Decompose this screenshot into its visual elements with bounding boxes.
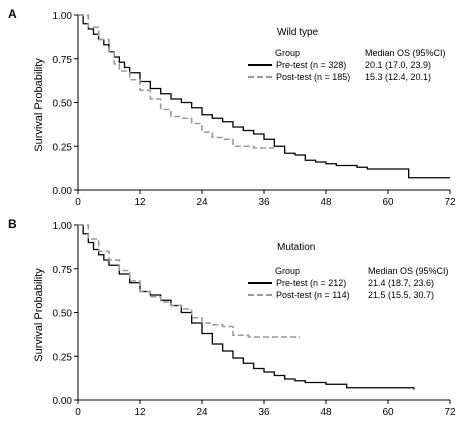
x-tick-label: 24: [196, 407, 208, 418]
y-tick-label: 0.75: [53, 55, 73, 66]
panel-a-y-ticks: 0.00 0.25 0.50 0.75 1.00: [53, 11, 78, 197]
panel-b-ylabel: Survival Probability: [33, 268, 45, 362]
series-line-post-test: [78, 224, 301, 338]
panel-a-ylabel: Survival Probability: [33, 58, 45, 152]
panel-a-legend-pre-median: 20.1 (17.0, 23.9): [365, 60, 431, 70]
panel-b-legend: Group Median OS (95%CI) Pre-test (n = 21…: [248, 266, 449, 300]
panel-a-legend-post-name: Post-test (n = 185): [276, 72, 350, 82]
panel-a-legend-pre-name: Pre-test (n = 328): [276, 60, 346, 70]
panel-b-legend-pre-name: Pre-test (n = 212): [276, 278, 346, 288]
x-tick-label: 24: [196, 197, 208, 208]
panel-a-legend-group-header: Group: [275, 48, 300, 58]
panel-a: A Survival Probability 0 12 24 36 48 60 72 0.0…: [8, 7, 456, 208]
series-line-post-test: [78, 14, 275, 149]
x-tick-label: 36: [258, 407, 270, 418]
y-tick-label: 0.25: [53, 142, 73, 153]
y-tick-label: 0.25: [53, 352, 73, 363]
x-tick-label: 0: [75, 197, 81, 208]
panel-b-legend-post-name: Post-test (n = 114): [276, 290, 350, 300]
panel-b-x-ticks: 0 12 24 36 48 60 72: [75, 400, 456, 418]
panel-b-y-ticks: 0.00 0.25 0.50 0.75 1.00: [53, 221, 78, 407]
panel-b-label: B: [8, 217, 17, 231]
panel-a-curves: [78, 14, 450, 179]
panel-b-legend-pre-median: 21.4 (18.7, 23.6): [368, 278, 434, 288]
y-tick-label: 0.75: [53, 265, 73, 276]
panel-b: B Survival Probability 0 12 24 36 48 60 72 0.0…: [8, 217, 456, 418]
panel-b-legend-group-header: Group: [275, 266, 300, 276]
x-tick-label: 36: [258, 197, 270, 208]
panel-b-plot: 0 12 24 36 48 60 72 0.00 0.25 0.50 0.75 1.00: [53, 221, 456, 418]
y-tick-label: 0.50: [53, 99, 73, 110]
x-tick-label: 60: [382, 407, 394, 418]
panel-a-x-ticks: 0 12 24 36 48 60 72: [75, 190, 456, 208]
panel-b-legend-post-median: 21.5 (15.5, 30.7): [368, 290, 434, 300]
panel-b-legend-stat-header: Median OS (95%CI): [368, 266, 449, 276]
y-tick-label: 0.00: [53, 396, 73, 407]
x-tick-label: 48: [320, 197, 332, 208]
panel-a-title: Wild type: [277, 27, 319, 38]
panel-a-legend: Group Median OS (95%CI) Pre-test (n = 32…: [248, 48, 446, 82]
x-tick-label: 60: [382, 197, 394, 208]
x-tick-label: 48: [320, 407, 332, 418]
panel-b-curves: [78, 224, 415, 390]
x-tick-label: 72: [444, 407, 456, 418]
series-line-pre-test: [78, 224, 415, 390]
x-tick-label: 12: [134, 407, 146, 418]
panel-a-label: A: [8, 7, 17, 21]
y-tick-label: 1.00: [53, 11, 73, 22]
y-tick-label: 1.00: [53, 221, 73, 232]
panel-a-legend-post-median: 15.3 (12.4, 20.1): [365, 72, 431, 82]
panel-a-plot: 0 12 24 36 48 60 72 0.00 0.25 0.50 0.75 1.00: [53, 11, 456, 208]
x-tick-label: 72: [444, 197, 456, 208]
series-line-pre-test: [78, 14, 450, 179]
y-tick-label: 0.00: [53, 186, 73, 197]
y-tick-label: 0.50: [53, 309, 73, 320]
x-tick-label: 12: [134, 197, 146, 208]
x-tick-label: 0: [75, 407, 81, 418]
panel-a-legend-stat-header: Median OS (95%CI): [365, 48, 446, 58]
panel-b-title: Mutation: [277, 242, 315, 253]
